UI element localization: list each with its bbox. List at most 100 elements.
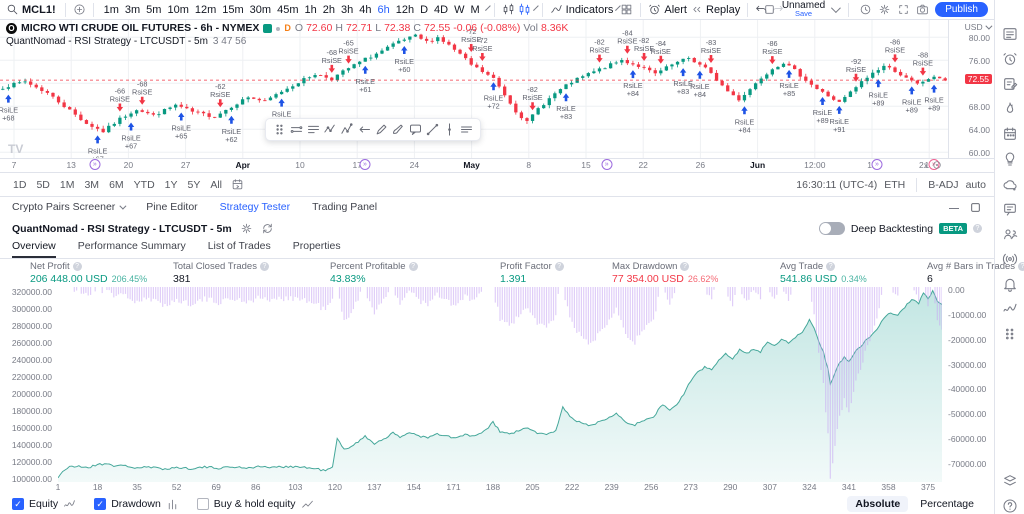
cloud-chat-icon[interactable] bbox=[1002, 176, 1018, 192]
publish-history-icon[interactable] bbox=[859, 3, 872, 16]
adjustment-label[interactable]: B-ADJ bbox=[928, 178, 959, 191]
interval-5m[interactable]: 5m bbox=[146, 3, 162, 16]
calendar-icon[interactable] bbox=[1002, 126, 1018, 142]
interval-10m[interactable]: 10m bbox=[167, 3, 189, 16]
price-axis[interactable]: USD 80.00 76.00 68.00 64.00 60.00 72.55 bbox=[948, 20, 994, 158]
floating-drawing-toolbar[interactable] bbox=[265, 118, 481, 141]
layout-chevron-icon[interactable] bbox=[831, 3, 842, 14]
tab-crypto-pairs-screener[interactable]: Crypto Pairs Screener bbox=[12, 201, 127, 213]
indicators-button[interactable]: Indicators bbox=[565, 3, 614, 16]
goto-date-icon[interactable] bbox=[231, 178, 244, 191]
notes-icon[interactable] bbox=[1002, 76, 1018, 92]
interval-12m[interactable]: 12m bbox=[194, 3, 217, 16]
strategy-title[interactable]: QuantNomad - RSI Strategy - LTCUSDT - 5m bbox=[12, 222, 232, 235]
layers-icon[interactable] bbox=[1002, 473, 1018, 489]
interval-D[interactable]: D bbox=[420, 3, 429, 16]
settings-icon[interactable] bbox=[878, 3, 891, 16]
info-icon[interactable]: ? bbox=[408, 262, 418, 271]
tab-pine-editor[interactable]: Pine Editor bbox=[146, 201, 198, 213]
templates-grid-icon[interactable] bbox=[620, 3, 633, 16]
grid-dots-icon[interactable] bbox=[1002, 326, 1018, 342]
community-icon[interactable] bbox=[1002, 226, 1018, 242]
drawtool-par2-icon[interactable] bbox=[306, 122, 321, 137]
wave-icon[interactable] bbox=[1002, 301, 1018, 317]
tab-trading-panel[interactable]: Trading Panel bbox=[312, 201, 378, 213]
interval-4D[interactable]: 4D bbox=[434, 3, 449, 16]
range-1D[interactable]: 1D bbox=[13, 178, 27, 191]
minimize-panel-icon[interactable] bbox=[949, 201, 959, 209]
range-5D[interactable]: 5D bbox=[36, 178, 50, 191]
drawtool-line-icon[interactable] bbox=[425, 122, 440, 137]
fullscreen-icon[interactable] bbox=[897, 3, 910, 16]
drawtool-zig-icon[interactable] bbox=[323, 122, 338, 137]
clock-display[interactable]: 16:30:11 (UTC-4) bbox=[796, 178, 878, 191]
subtab-overview[interactable]: Overview bbox=[12, 240, 56, 258]
interval-1m[interactable]: 1m bbox=[103, 3, 119, 16]
timeline-marker-icon[interactable]: » bbox=[359, 159, 371, 170]
legend-equity[interactable]: ✓ Equity bbox=[12, 498, 76, 511]
strategy-refresh-icon[interactable] bbox=[261, 222, 274, 235]
subtab-list-of-trades[interactable]: List of Trades bbox=[207, 240, 271, 252]
subtab-properties[interactable]: Properties bbox=[292, 240, 341, 252]
interval-15m[interactable]: 15m bbox=[222, 3, 244, 16]
time-axis[interactable]: 7132027Apr101724May8152226Jun12:001219»»… bbox=[0, 158, 994, 172]
replay-icon[interactable] bbox=[690, 3, 703, 16]
checkbox[interactable]: ✓ bbox=[94, 498, 107, 510]
interval-2h[interactable]: 2h bbox=[322, 3, 335, 16]
percentage-button[interactable]: Percentage bbox=[920, 498, 974, 510]
info-icon[interactable]: ? bbox=[72, 262, 82, 271]
scale-mode-label[interactable]: auto bbox=[965, 178, 986, 191]
compare-add-icon[interactable] bbox=[73, 3, 86, 16]
watchlist-icon[interactable] bbox=[1002, 26, 1018, 42]
absolute-button[interactable]: Absolute bbox=[847, 496, 909, 512]
interval-3m[interactable]: 3m bbox=[124, 3, 141, 16]
replay-button[interactable]: Replay bbox=[706, 3, 741, 16]
publish-button[interactable]: Publish bbox=[935, 2, 988, 17]
candlestick-chart[interactable]: RsiLE+68RsiLE+67RsiLE+67RsiLE+65RsiLE+62… bbox=[0, 20, 948, 158]
indicators-icon[interactable] bbox=[550, 3, 563, 16]
drawtool-par-icon[interactable] bbox=[289, 122, 304, 137]
range-1Y[interactable]: 1Y bbox=[164, 178, 178, 191]
interval-M[interactable]: M bbox=[470, 3, 480, 16]
timeline-marker-icon[interactable]: » bbox=[601, 159, 613, 170]
maximize-panel-icon[interactable] bbox=[969, 201, 982, 214]
reset-scale-icon[interactable] bbox=[932, 160, 942, 170]
interval-12h[interactable]: 12h bbox=[395, 3, 415, 16]
layout-name[interactable]: Unnamed Save bbox=[781, 0, 826, 18]
symbol-button[interactable]: MCL1! bbox=[22, 3, 56, 16]
interval-45m[interactable]: 45m bbox=[277, 3, 299, 16]
timeline-marker-icon[interactable]: » bbox=[871, 159, 883, 170]
info-icon[interactable]: ? bbox=[680, 262, 690, 271]
equity-canvas[interactable] bbox=[58, 287, 942, 482]
drawtool-handle-icon[interactable] bbox=[272, 122, 287, 137]
checkbox[interactable] bbox=[196, 498, 209, 510]
drawtool-arrow-icon[interactable] bbox=[357, 122, 372, 137]
broadcast-icon[interactable] bbox=[1002, 251, 1018, 267]
interval-W[interactable]: W bbox=[454, 3, 465, 16]
checkbox[interactable]: ✓ bbox=[12, 498, 24, 510]
drawtool-vline-icon[interactable] bbox=[442, 122, 457, 137]
interval-1h[interactable]: 1h bbox=[304, 3, 317, 16]
alarm-icon[interactable] bbox=[1002, 51, 1018, 67]
layout-icon[interactable] bbox=[763, 3, 776, 16]
session-label[interactable]: ETH bbox=[884, 178, 906, 191]
snapshot-icon[interactable] bbox=[916, 3, 929, 16]
conversation-icon[interactable] bbox=[1002, 201, 1018, 217]
drawtool-pencil-icon[interactable] bbox=[374, 122, 389, 137]
subtab-performance-summary[interactable]: Performance Summary bbox=[77, 240, 186, 252]
range-5Y[interactable]: 5Y bbox=[187, 178, 201, 191]
legend-buy-hold-equity[interactable]: Buy & hold equity bbox=[196, 498, 314, 511]
ideas-icon[interactable] bbox=[1002, 151, 1018, 167]
bell-icon[interactable] bbox=[1002, 276, 1018, 292]
drawtool-hlines-icon[interactable] bbox=[459, 122, 474, 137]
save-button[interactable]: Save bbox=[794, 8, 813, 18]
interval-chevron-icon[interactable] bbox=[484, 5, 491, 11]
info-icon[interactable]: ? bbox=[826, 262, 836, 271]
legend-drawdown[interactable]: ✓ Drawdown bbox=[94, 498, 179, 511]
hotlist-icon[interactable] bbox=[1002, 101, 1018, 117]
alert-button[interactable]: Alert bbox=[664, 3, 687, 16]
drawtool-zig2-icon[interactable] bbox=[340, 122, 355, 137]
range-1M[interactable]: 1M bbox=[59, 178, 75, 191]
drawtool-callout-icon[interactable] bbox=[408, 122, 423, 137]
info-icon[interactable]: ? bbox=[259, 262, 269, 271]
